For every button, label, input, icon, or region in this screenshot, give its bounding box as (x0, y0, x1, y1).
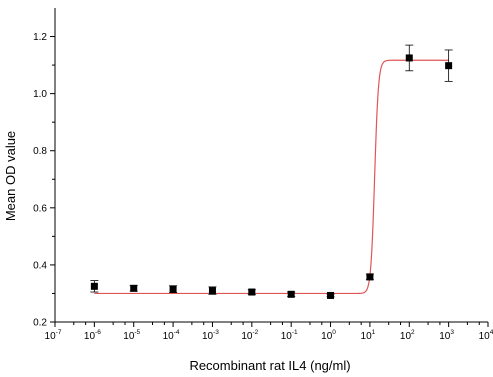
x-tick-label: 10-1 (281, 329, 298, 342)
data-point (248, 288, 256, 296)
data-point (169, 285, 177, 293)
data-point (130, 284, 138, 292)
axes (54, 8, 488, 323)
data-point (327, 291, 335, 299)
error-bars (90, 44, 453, 298)
x-tick-label: 104 (479, 329, 493, 342)
x-tick-label: 10-7 (45, 329, 62, 342)
data-point (208, 287, 216, 295)
y-tick-label: 1.2 (33, 32, 47, 43)
x-tick-label: 103 (439, 329, 454, 342)
tick-labels: 10-7 10-6 10-5 10-4 10-3 10-2 10-1 100 101 102 103… (33, 32, 493, 342)
data-point (90, 282, 98, 290)
x-tick-label: 100 (321, 329, 336, 342)
x-tick-label: 10-5 (123, 329, 140, 342)
x-tick-label: 10-4 (163, 329, 180, 342)
y-tick-label: 0.6 (33, 203, 47, 214)
x-tick-label: 102 (400, 329, 415, 342)
data-point (287, 290, 295, 298)
data-point (366, 273, 374, 281)
y-tick-label: 1.0 (33, 89, 47, 100)
x-tick-label: 10-6 (84, 329, 101, 342)
y-tick-label: 0.8 (33, 146, 47, 157)
x-tick-label: 10-2 (241, 329, 258, 342)
y-axis-title: Mean OD value (3, 131, 18, 221)
x-tick-label: 10-3 (202, 329, 219, 342)
x-axis-title: Recombinant rat IL4 (ng/ml) (189, 358, 350, 373)
data-point (405, 54, 413, 62)
ticks (50, 36, 489, 327)
x-tick-label: 101 (361, 329, 376, 342)
data-points (90, 54, 453, 299)
fit-curve (94, 59, 449, 295)
y-tick-label: 0.4 (33, 260, 47, 271)
y-tick-label: 0.2 (33, 318, 47, 329)
data-point (445, 62, 453, 70)
fit-layer (94, 59, 449, 295)
